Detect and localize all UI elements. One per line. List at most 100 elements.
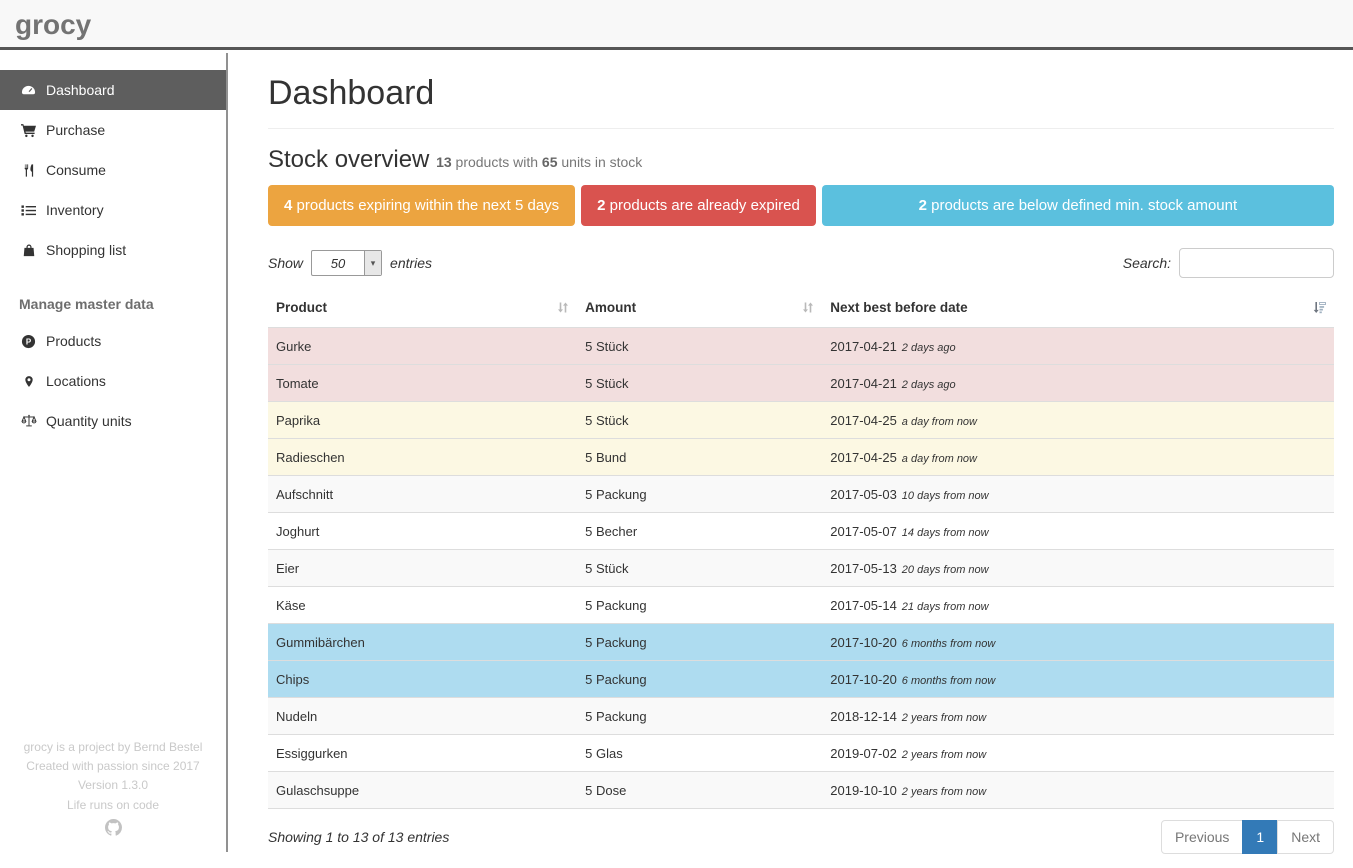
tachometer-icon bbox=[19, 83, 38, 98]
sidebar-item-label: Inventory bbox=[46, 202, 104, 218]
date-value: 2017-10-20 bbox=[830, 672, 897, 687]
amount-cell: 5 Glas bbox=[577, 734, 823, 772]
sidebar-item-label: Shopping list bbox=[46, 242, 127, 258]
amount-cell: 5 Packung bbox=[577, 475, 823, 513]
sidebar-item-products[interactable]: P Products bbox=[0, 321, 226, 361]
relative-time: 6 months from now bbox=[901, 638, 996, 650]
product-cell: Joghurt bbox=[268, 512, 578, 550]
relative-time: 2 years from now bbox=[901, 712, 987, 724]
below-min-stock-button[interactable]: 2 products are below defined min. stock … bbox=[821, 185, 1334, 226]
relative-time: 2 days ago bbox=[901, 342, 956, 354]
stock-overview-title: Stock overview bbox=[268, 146, 430, 173]
product-cell: Gurke bbox=[268, 327, 578, 365]
product-cell: Paprika bbox=[268, 401, 578, 439]
table-row[interactable]: Paprika 5 Stück 2017-04-25 a day from now bbox=[268, 401, 1334, 439]
column-header-best-before-date[interactable]: Next best before date bbox=[822, 291, 1334, 328]
cutlery-icon bbox=[19, 163, 38, 178]
relative-time: a day from now bbox=[901, 416, 977, 428]
best-before-date-cell: 2017-05-03 10 days from now bbox=[822, 475, 1334, 513]
date-value: 2019-10-10 bbox=[830, 783, 897, 798]
relative-time: 2 years from now bbox=[901, 749, 987, 761]
chevron-down-icon: ▾ bbox=[364, 251, 382, 275]
column-header-product[interactable]: Product bbox=[268, 291, 578, 328]
brand-logo[interactable]: grocy bbox=[15, 9, 92, 40]
table-row[interactable]: Aufschnitt 5 Packung 2017-05-03 10 days f… bbox=[268, 475, 1334, 513]
stock-table: Product Amount Next best before date bbox=[268, 291, 1334, 809]
sort-ascending-icon bbox=[1313, 301, 1326, 317]
expiring-products-button[interactable]: 4 products expiring within the next 5 da… bbox=[268, 185, 576, 226]
amount-cell: 5 Packung bbox=[577, 586, 823, 624]
table-row[interactable]: Gurke 5 Stück 2017-04-21 2 days ago bbox=[268, 327, 1334, 365]
product-p-icon: P bbox=[19, 334, 38, 349]
table-row[interactable]: Gummibärchen 5 Packung 2017-10-20 6 month… bbox=[268, 623, 1334, 661]
sidebar-item-consume[interactable]: Consume bbox=[0, 150, 226, 190]
stock-overview-summary: 13 products with 65 units in stock bbox=[436, 154, 643, 170]
best-before-date-cell: 2017-05-13 20 days from now bbox=[822, 549, 1334, 587]
best-before-date-cell: 2017-10-20 6 months from now bbox=[822, 660, 1334, 698]
previous-page-button[interactable]: Previous bbox=[1160, 820, 1244, 854]
amount-cell: 5 Dose bbox=[577, 771, 823, 809]
page-1-button[interactable]: 1 bbox=[1242, 820, 1279, 854]
table-row[interactable]: Essiggurken 5 Glas 2019-07-02 2 years fro… bbox=[268, 734, 1334, 772]
stock-alerts: 4 products expiring within the next 5 da… bbox=[268, 185, 1334, 226]
amount-cell: 5 Stück bbox=[577, 327, 823, 365]
amount-cell: 5 Stück bbox=[577, 401, 823, 439]
product-cell: Aufschnitt bbox=[268, 475, 578, 513]
main-content: Dashboard Stock overview 13 products wit… bbox=[230, 53, 1353, 854]
best-before-date-cell: 2017-04-25 a day from now bbox=[822, 401, 1334, 439]
footer-line: Created with passion since 2017 bbox=[26, 759, 200, 774]
table-row[interactable]: Eier 5 Stück 2017-05-13 20 days from now bbox=[268, 549, 1334, 587]
sidebar-footer: grocy is a project by Bernd Bestel Creat… bbox=[0, 738, 226, 842]
search-input[interactable] bbox=[1179, 248, 1334, 278]
footer-line: Life runs on code bbox=[66, 797, 160, 812]
showing-entries-info: Showing 1 to 13 of 13 entries bbox=[268, 829, 450, 845]
date-value: 2017-05-07 bbox=[830, 524, 897, 539]
table-row[interactable]: Radieschen 5 Bund 2017-04-25 a day from n… bbox=[268, 438, 1334, 476]
best-before-date-cell: 2019-07-02 2 years from now bbox=[822, 734, 1334, 772]
table-row[interactable]: Chips 5 Packung 2017-10-20 6 months from … bbox=[268, 660, 1334, 698]
sidebar-section-header: Manage master data bbox=[19, 296, 154, 312]
column-header-amount[interactable]: Amount bbox=[577, 291, 823, 328]
sidebar-item-label: Purchase bbox=[46, 122, 106, 138]
table-row[interactable]: Käse 5 Packung 2017-05-14 21 days from no… bbox=[268, 586, 1334, 624]
date-value: 2017-04-21 bbox=[830, 376, 897, 391]
amount-cell: 5 Packung bbox=[577, 623, 823, 661]
product-cell: Chips bbox=[268, 660, 578, 698]
best-before-date-cell: 2017-05-14 21 days from now bbox=[822, 586, 1334, 624]
amount-cell: 5 Packung bbox=[577, 660, 823, 698]
next-page-button[interactable]: Next bbox=[1277, 820, 1334, 854]
entries-label: entries bbox=[390, 255, 433, 271]
sidebar-item-inventory[interactable]: Inventory bbox=[0, 190, 226, 230]
expired-products-button[interactable]: 2 products are already expired bbox=[581, 185, 816, 226]
shopping-bag-icon bbox=[19, 243, 38, 258]
sidebar-item-locations[interactable]: Locations bbox=[0, 361, 226, 401]
sidebar-item-quantity-units[interactable]: Quantity units bbox=[0, 401, 226, 441]
best-before-date-cell: 2017-04-25 a day from now bbox=[822, 438, 1334, 476]
product-cell: Nudeln bbox=[268, 697, 578, 735]
sidebar-item-dashboard[interactable]: Dashboard bbox=[0, 70, 226, 110]
table-row[interactable]: Gulaschsuppe 5 Dose 2019-10-10 2 years fr… bbox=[268, 771, 1334, 809]
table-header-row: Product Amount Next best before date bbox=[268, 291, 1334, 328]
product-cell: Käse bbox=[268, 586, 578, 624]
best-before-date-cell: 2017-10-20 6 months from now bbox=[822, 623, 1334, 661]
best-before-date-cell: 2017-05-07 14 days from now bbox=[822, 512, 1334, 550]
table-row[interactable]: Tomate 5 Stück 2017-04-21 2 days ago bbox=[268, 364, 1334, 402]
title-divider bbox=[268, 128, 1334, 129]
amount-cell: 5 Stück bbox=[577, 549, 823, 587]
github-icon[interactable] bbox=[104, 818, 122, 842]
table-row[interactable]: Nudeln 5 Packung 2018-12-14 2 years from … bbox=[268, 697, 1334, 735]
product-cell: Radieschen bbox=[268, 438, 578, 476]
table-row[interactable]: Joghurt 5 Becher 2017-05-07 14 days from … bbox=[268, 512, 1334, 550]
search-label: Search: bbox=[1122, 255, 1171, 271]
sort-both-icon bbox=[802, 301, 814, 317]
best-before-date-cell: 2018-12-14 2 years from now bbox=[822, 697, 1334, 735]
sidebar-item-label: Consume bbox=[46, 162, 106, 178]
map-marker-icon bbox=[19, 374, 38, 389]
best-before-date-cell: 2017-04-21 2 days ago bbox=[822, 327, 1334, 365]
footer-line: Version 1.3.0 bbox=[77, 778, 149, 793]
stock-overview-heading: Stock overview 13 products with 65 units… bbox=[268, 146, 1334, 174]
page-length-select[interactable]: 50 ▾ bbox=[311, 250, 383, 276]
sidebar-item-shopping-list[interactable]: Shopping list bbox=[0, 230, 226, 270]
sidebar-item-label: Dashboard bbox=[46, 82, 115, 98]
sidebar-item-purchase[interactable]: Purchase bbox=[0, 110, 226, 150]
